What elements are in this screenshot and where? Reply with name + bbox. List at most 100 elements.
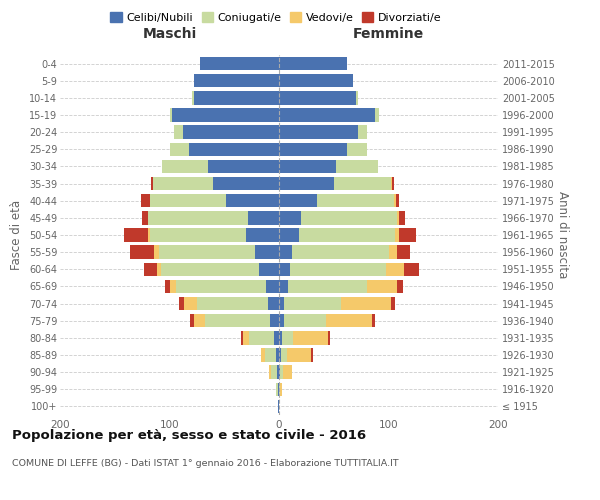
- Bar: [124, 228, 148, 241]
- Bar: [279, 177, 334, 190]
- Bar: [274, 331, 279, 344]
- Bar: [200, 57, 279, 70]
- Bar: [400, 211, 405, 224]
- Bar: [243, 331, 250, 344]
- Bar: [279, 297, 284, 310]
- Bar: [395, 228, 400, 241]
- Bar: [262, 348, 265, 362]
- Bar: [169, 142, 189, 156]
- Bar: [279, 314, 284, 328]
- Bar: [400, 228, 416, 241]
- Bar: [150, 194, 226, 207]
- Bar: [279, 160, 336, 173]
- Bar: [193, 91, 194, 104]
- Bar: [292, 246, 389, 259]
- Bar: [301, 211, 397, 224]
- Bar: [386, 262, 404, 276]
- Bar: [130, 246, 154, 259]
- Legend: Celibi/Nubili, Coniugati/e, Vedovi/e, Divorziati/e: Celibi/Nubili, Coniugati/e, Vedovi/e, Di…: [106, 8, 446, 28]
- Bar: [389, 246, 397, 259]
- Bar: [268, 297, 279, 310]
- Bar: [279, 366, 280, 379]
- Bar: [148, 228, 150, 241]
- Bar: [279, 348, 281, 362]
- Bar: [283, 366, 292, 379]
- Bar: [367, 280, 397, 293]
- Bar: [276, 382, 278, 396]
- Bar: [246, 228, 279, 241]
- Bar: [279, 194, 317, 207]
- Bar: [162, 160, 208, 173]
- Bar: [278, 382, 279, 396]
- Bar: [248, 211, 279, 224]
- Bar: [284, 297, 341, 310]
- Bar: [241, 331, 243, 344]
- Bar: [376, 108, 379, 122]
- Bar: [279, 382, 280, 396]
- Text: COMUNE DI LEFFE (BG) - Dati ISTAT 1° gennaio 2016 - Elaborazione TUTTITALIA.IT: COMUNE DI LEFFE (BG) - Dati ISTAT 1° gen…: [12, 458, 398, 468]
- Bar: [208, 160, 279, 173]
- Bar: [148, 211, 248, 224]
- Bar: [397, 246, 410, 259]
- Bar: [179, 297, 184, 310]
- Bar: [141, 194, 150, 207]
- Bar: [157, 262, 161, 276]
- Bar: [279, 126, 358, 139]
- Bar: [176, 280, 266, 293]
- Bar: [336, 160, 377, 173]
- Bar: [279, 228, 299, 241]
- Text: Femmine: Femmine: [353, 28, 424, 42]
- Bar: [391, 297, 395, 310]
- Bar: [174, 126, 182, 139]
- Bar: [250, 331, 274, 344]
- Bar: [347, 142, 367, 156]
- Bar: [279, 280, 288, 293]
- Bar: [280, 382, 282, 396]
- Bar: [194, 74, 279, 88]
- Text: Popolazione per età, sesso e stato civile - 2016: Popolazione per età, sesso e stato civil…: [12, 430, 366, 442]
- Bar: [287, 348, 311, 362]
- Bar: [259, 262, 279, 276]
- Bar: [293, 331, 328, 344]
- Bar: [391, 177, 392, 190]
- Bar: [190, 314, 194, 328]
- Bar: [255, 246, 279, 259]
- Bar: [270, 314, 279, 328]
- Bar: [265, 348, 276, 362]
- Bar: [145, 262, 157, 276]
- Bar: [142, 211, 148, 224]
- Bar: [279, 246, 292, 259]
- Bar: [278, 400, 279, 413]
- Bar: [277, 366, 279, 379]
- Bar: [269, 366, 271, 379]
- Bar: [197, 297, 268, 310]
- Bar: [392, 177, 394, 190]
- Bar: [279, 262, 290, 276]
- Bar: [184, 297, 197, 310]
- Bar: [284, 314, 326, 328]
- Bar: [271, 366, 277, 379]
- Bar: [279, 108, 376, 122]
- Bar: [279, 331, 282, 344]
- Bar: [282, 331, 293, 344]
- Bar: [290, 262, 386, 276]
- Bar: [279, 91, 356, 104]
- Bar: [328, 331, 331, 344]
- Bar: [396, 194, 400, 207]
- Bar: [226, 194, 279, 207]
- Bar: [205, 314, 270, 328]
- Bar: [334, 177, 391, 190]
- Bar: [317, 194, 394, 207]
- Bar: [280, 366, 283, 379]
- Bar: [154, 246, 158, 259]
- Bar: [358, 126, 367, 139]
- Bar: [150, 228, 246, 241]
- Bar: [311, 348, 313, 362]
- Bar: [326, 314, 372, 328]
- Bar: [279, 142, 347, 156]
- Bar: [299, 228, 395, 241]
- Bar: [356, 91, 358, 104]
- Bar: [189, 142, 279, 156]
- Bar: [372, 314, 376, 328]
- Bar: [214, 177, 279, 190]
